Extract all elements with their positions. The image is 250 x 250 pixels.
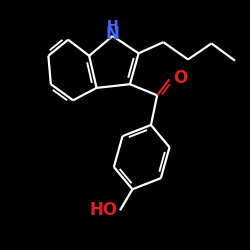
- Text: H: H: [107, 18, 118, 32]
- Text: N: N: [106, 24, 120, 42]
- Text: O: O: [173, 69, 188, 87]
- Text: HO: HO: [90, 201, 118, 219]
